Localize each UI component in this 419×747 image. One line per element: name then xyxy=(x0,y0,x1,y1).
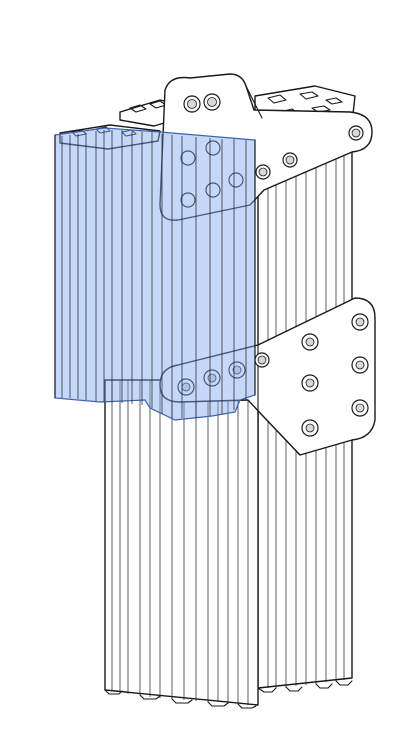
highlighted-extrusion-edges xyxy=(54,134,256,399)
highlighted-extrusion xyxy=(54,127,256,421)
lower-bracket xyxy=(159,297,376,456)
upper-bracket xyxy=(159,73,373,221)
front-extrusion xyxy=(104,379,259,709)
